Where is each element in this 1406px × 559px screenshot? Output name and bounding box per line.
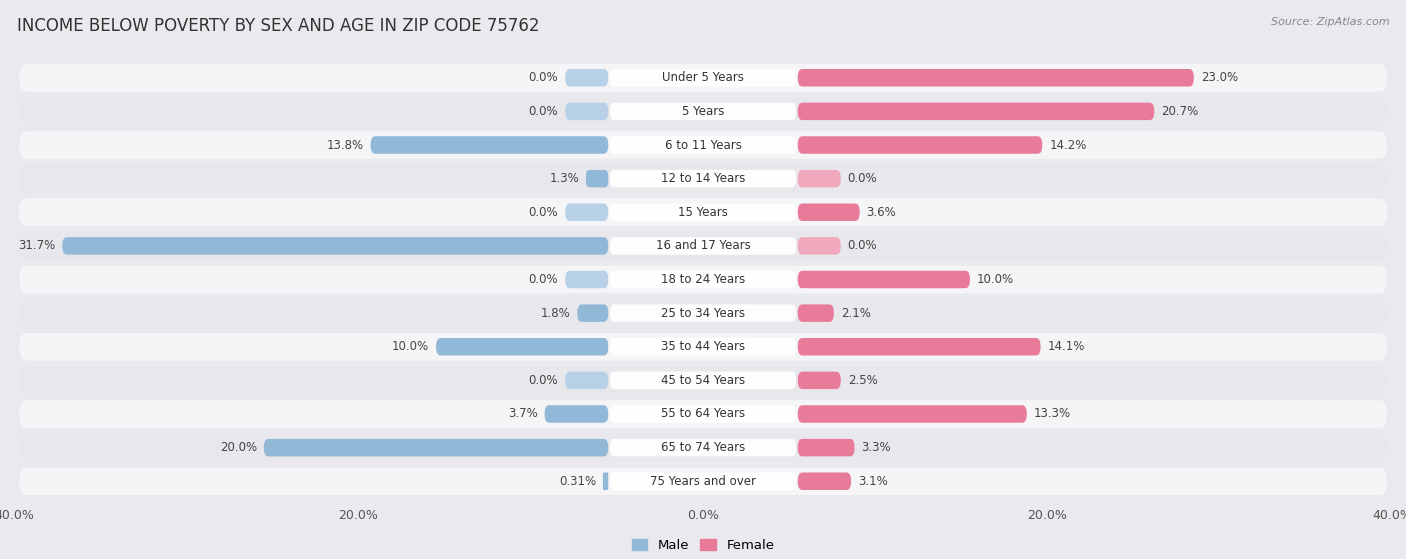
- FancyBboxPatch shape: [797, 69, 1194, 87]
- Text: 3.1%: 3.1%: [858, 475, 887, 488]
- Text: 13.3%: 13.3%: [1033, 408, 1071, 420]
- FancyBboxPatch shape: [610, 103, 796, 120]
- Text: 0.0%: 0.0%: [848, 239, 877, 252]
- Text: INCOME BELOW POVERTY BY SEX AND AGE IN ZIP CODE 75762: INCOME BELOW POVERTY BY SEX AND AGE IN Z…: [17, 17, 540, 35]
- FancyBboxPatch shape: [20, 467, 1386, 495]
- FancyBboxPatch shape: [544, 405, 609, 423]
- FancyBboxPatch shape: [797, 203, 859, 221]
- Text: 2.1%: 2.1%: [841, 307, 870, 320]
- FancyBboxPatch shape: [610, 203, 796, 221]
- Text: Source: ZipAtlas.com: Source: ZipAtlas.com: [1271, 17, 1389, 27]
- Text: 3.3%: 3.3%: [862, 441, 891, 454]
- FancyBboxPatch shape: [797, 237, 841, 254]
- Text: 31.7%: 31.7%: [18, 239, 55, 252]
- FancyBboxPatch shape: [610, 136, 796, 154]
- FancyBboxPatch shape: [586, 170, 609, 187]
- Text: 0.0%: 0.0%: [529, 206, 558, 219]
- FancyBboxPatch shape: [565, 203, 609, 221]
- Text: 0.0%: 0.0%: [529, 71, 558, 84]
- Text: 75 Years and over: 75 Years and over: [650, 475, 756, 488]
- FancyBboxPatch shape: [610, 338, 796, 356]
- FancyBboxPatch shape: [20, 266, 1386, 293]
- FancyBboxPatch shape: [610, 170, 796, 187]
- FancyBboxPatch shape: [20, 232, 1386, 260]
- FancyBboxPatch shape: [797, 439, 855, 456]
- FancyBboxPatch shape: [797, 472, 851, 490]
- Text: 35 to 44 Years: 35 to 44 Years: [661, 340, 745, 353]
- Legend: Male, Female: Male, Female: [626, 533, 780, 557]
- Text: 20.0%: 20.0%: [219, 441, 257, 454]
- Text: 1.8%: 1.8%: [541, 307, 571, 320]
- Text: 1.3%: 1.3%: [550, 172, 579, 185]
- Text: 18 to 24 Years: 18 to 24 Years: [661, 273, 745, 286]
- FancyBboxPatch shape: [610, 69, 796, 87]
- FancyBboxPatch shape: [565, 69, 609, 87]
- FancyBboxPatch shape: [371, 136, 609, 154]
- FancyBboxPatch shape: [20, 64, 1386, 92]
- FancyBboxPatch shape: [610, 237, 796, 254]
- Text: 0.31%: 0.31%: [560, 475, 596, 488]
- Text: 3.7%: 3.7%: [508, 408, 537, 420]
- Text: 23.0%: 23.0%: [1201, 71, 1237, 84]
- Text: Under 5 Years: Under 5 Years: [662, 71, 744, 84]
- FancyBboxPatch shape: [610, 372, 796, 389]
- Text: 25 to 34 Years: 25 to 34 Years: [661, 307, 745, 320]
- FancyBboxPatch shape: [20, 400, 1386, 428]
- Text: 20.7%: 20.7%: [1161, 105, 1198, 118]
- FancyBboxPatch shape: [20, 367, 1386, 394]
- FancyBboxPatch shape: [20, 131, 1386, 159]
- Text: 0.0%: 0.0%: [529, 105, 558, 118]
- FancyBboxPatch shape: [797, 271, 970, 288]
- Text: 14.1%: 14.1%: [1047, 340, 1085, 353]
- FancyBboxPatch shape: [20, 434, 1386, 461]
- Text: 55 to 64 Years: 55 to 64 Years: [661, 408, 745, 420]
- Text: 12 to 14 Years: 12 to 14 Years: [661, 172, 745, 185]
- FancyBboxPatch shape: [610, 472, 796, 490]
- FancyBboxPatch shape: [797, 305, 834, 322]
- FancyBboxPatch shape: [797, 338, 1040, 356]
- FancyBboxPatch shape: [797, 103, 1154, 120]
- Text: 6 to 11 Years: 6 to 11 Years: [665, 139, 741, 151]
- FancyBboxPatch shape: [565, 103, 609, 120]
- Text: 2.5%: 2.5%: [848, 374, 877, 387]
- FancyBboxPatch shape: [797, 372, 841, 389]
- Text: 10.0%: 10.0%: [392, 340, 429, 353]
- Text: 0.0%: 0.0%: [529, 374, 558, 387]
- FancyBboxPatch shape: [20, 98, 1386, 125]
- Text: 0.0%: 0.0%: [848, 172, 877, 185]
- Text: 16 and 17 Years: 16 and 17 Years: [655, 239, 751, 252]
- Text: 15 Years: 15 Years: [678, 206, 728, 219]
- FancyBboxPatch shape: [797, 170, 841, 187]
- Text: 0.0%: 0.0%: [529, 273, 558, 286]
- Text: 10.0%: 10.0%: [977, 273, 1014, 286]
- Text: 65 to 74 Years: 65 to 74 Years: [661, 441, 745, 454]
- FancyBboxPatch shape: [264, 439, 609, 456]
- Text: 5 Years: 5 Years: [682, 105, 724, 118]
- Text: 45 to 54 Years: 45 to 54 Years: [661, 374, 745, 387]
- Text: 13.8%: 13.8%: [326, 139, 364, 151]
- FancyBboxPatch shape: [20, 299, 1386, 327]
- FancyBboxPatch shape: [797, 136, 1042, 154]
- FancyBboxPatch shape: [610, 305, 796, 322]
- FancyBboxPatch shape: [20, 165, 1386, 192]
- FancyBboxPatch shape: [603, 472, 609, 490]
- FancyBboxPatch shape: [610, 405, 796, 423]
- FancyBboxPatch shape: [20, 198, 1386, 226]
- FancyBboxPatch shape: [62, 237, 609, 254]
- Text: 14.2%: 14.2%: [1049, 139, 1087, 151]
- FancyBboxPatch shape: [565, 271, 609, 288]
- FancyBboxPatch shape: [20, 333, 1386, 361]
- FancyBboxPatch shape: [610, 271, 796, 288]
- FancyBboxPatch shape: [436, 338, 609, 356]
- FancyBboxPatch shape: [578, 305, 609, 322]
- FancyBboxPatch shape: [565, 372, 609, 389]
- FancyBboxPatch shape: [797, 405, 1026, 423]
- Text: 3.6%: 3.6%: [866, 206, 897, 219]
- FancyBboxPatch shape: [610, 439, 796, 456]
